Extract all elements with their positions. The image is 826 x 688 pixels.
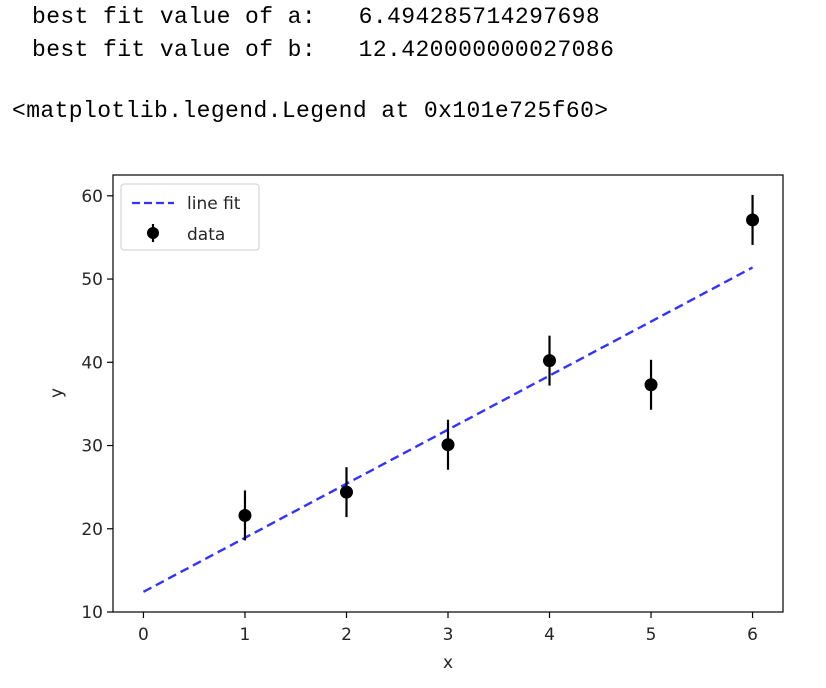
x-tick-label: 4 [544, 625, 555, 645]
fit-a-output: best fit value of a: 6.494285714297698 [32, 4, 601, 30]
fit-b-output: best fit value of b: 12.420000000027086 [32, 37, 615, 63]
data-point [543, 354, 557, 368]
y-tick-label: 60 [81, 187, 103, 207]
x-tick-label: 5 [646, 625, 657, 645]
y-tick-label: 30 [81, 437, 103, 457]
legend: line fit data [120, 183, 260, 251]
y-tick-label: 10 [81, 603, 103, 623]
y-axis-ticks: 10 20 30 40 50 60 [81, 187, 113, 623]
data-point [644, 378, 658, 392]
y-tick-label: 50 [81, 270, 103, 290]
x-tick-label: 1 [240, 625, 251, 645]
x-tick-label: 3 [443, 625, 454, 645]
data-point [441, 438, 455, 452]
data-point [238, 508, 252, 522]
data-point [339, 485, 353, 499]
x-tick-label: 0 [138, 625, 149, 645]
y-tick-label: 20 [81, 520, 103, 540]
data-points-layer [238, 194, 760, 541]
x-tick-label: 6 [747, 625, 758, 645]
y-tick-label: 40 [81, 353, 103, 373]
legend-data-marker [147, 227, 159, 239]
x-tick-label: 2 [341, 625, 352, 645]
legend-line-fit-label: line fit [187, 194, 241, 214]
legend-data-label: data [187, 225, 225, 245]
x-axis-label: x [443, 653, 453, 673]
data-point [746, 213, 760, 227]
y-axis-label: y [47, 388, 67, 398]
legend-repr-output: <matplotlib.legend.Legend at 0x101e725f6… [12, 98, 609, 124]
x-axis-ticks: 0 1 2 3 4 5 6 [138, 612, 758, 645]
